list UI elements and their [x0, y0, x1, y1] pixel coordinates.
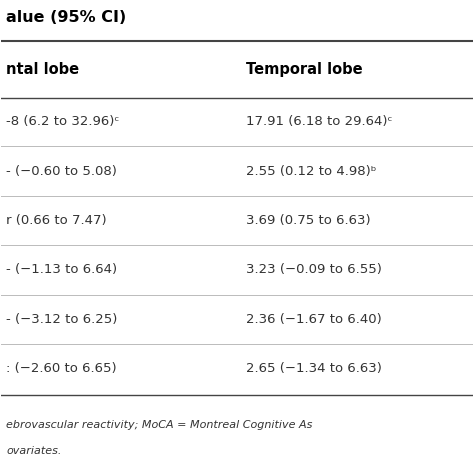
Text: Temporal lobe: Temporal lobe	[246, 62, 363, 77]
Text: - (−1.13 to 6.64): - (−1.13 to 6.64)	[6, 264, 117, 276]
Text: -8 (6.2 to 32.96)ᶜ: -8 (6.2 to 32.96)ᶜ	[6, 115, 119, 128]
Text: 2.55 (0.12 to 4.98)ᵇ: 2.55 (0.12 to 4.98)ᵇ	[246, 164, 377, 178]
Text: ebrovascular reactivity; MoCA = Montreal Cognitive As: ebrovascular reactivity; MoCA = Montreal…	[6, 420, 312, 430]
Text: ovariates.: ovariates.	[6, 447, 62, 456]
Text: - (−0.60 to 5.08): - (−0.60 to 5.08)	[6, 164, 117, 178]
Text: 3.23 (−0.09 to 6.55): 3.23 (−0.09 to 6.55)	[246, 264, 383, 276]
Text: 2.36 (−1.67 to 6.40): 2.36 (−1.67 to 6.40)	[246, 313, 382, 326]
Text: alue (95% CI): alue (95% CI)	[6, 10, 127, 25]
Text: - (−3.12 to 6.25): - (−3.12 to 6.25)	[6, 313, 118, 326]
Text: 17.91 (6.18 to 29.64)ᶜ: 17.91 (6.18 to 29.64)ᶜ	[246, 115, 393, 128]
Text: 3.69 (0.75 to 6.63): 3.69 (0.75 to 6.63)	[246, 214, 371, 227]
Text: ntal lobe: ntal lobe	[6, 62, 79, 77]
Text: : (−2.60 to 6.65): : (−2.60 to 6.65)	[6, 363, 117, 375]
Text: 2.65 (−1.34 to 6.63): 2.65 (−1.34 to 6.63)	[246, 363, 383, 375]
Text: r (0.66 to 7.47): r (0.66 to 7.47)	[6, 214, 107, 227]
